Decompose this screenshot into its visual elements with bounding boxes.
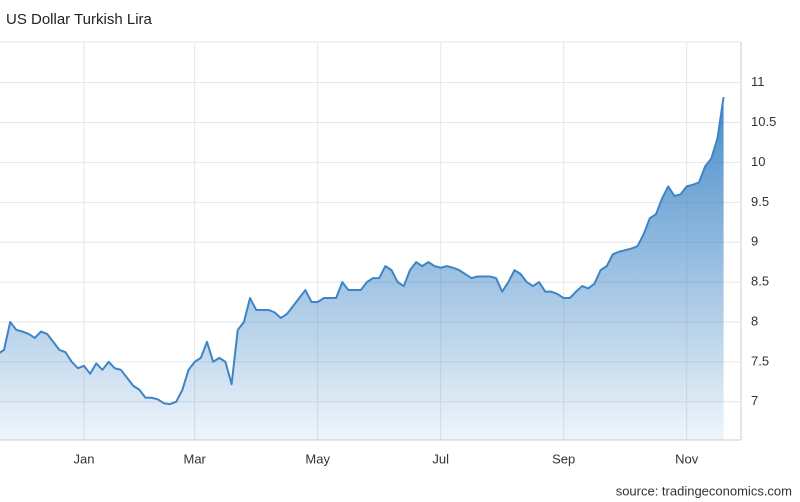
x-tick-label: Jan [74,451,95,466]
x-tick-label: May [305,451,330,466]
y-tick-label: 8 [751,313,758,328]
y-tick-label: 7 [751,393,758,408]
x-tick-label: Jul [432,451,449,466]
x-tick-label: Sep [552,451,575,466]
price-line [0,96,725,406]
y-tick-label: 10.5 [751,114,776,129]
y-tick-label: 11 [751,74,765,89]
x-tick-label: Nov [675,451,699,466]
source-note: source: tradingeconomics.com [616,483,792,498]
y-tick-label: 7.5 [751,353,769,368]
area-fill [0,97,724,440]
chart-title: US Dollar Turkish Lira [6,11,153,28]
y-tick-label: 10 [751,154,765,169]
y-tick-label: 8.5 [751,274,769,289]
y-tick-label: 9.5 [751,194,769,209]
x-tick-label: Mar [184,451,207,466]
y-tick-label: 9 [751,234,758,249]
